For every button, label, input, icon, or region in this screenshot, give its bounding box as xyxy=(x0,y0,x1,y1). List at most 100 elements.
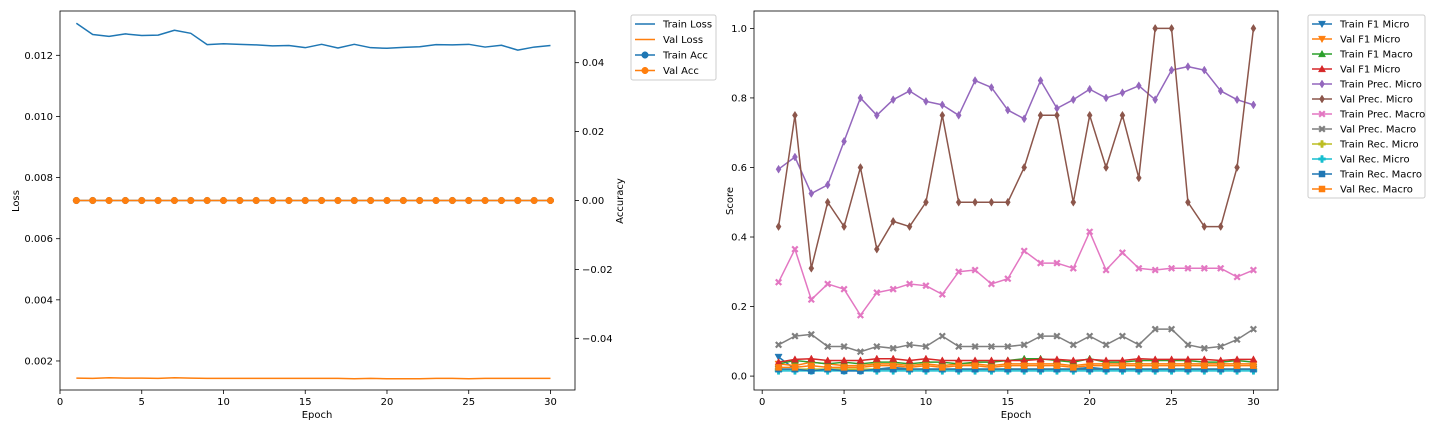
train-prec-macro-point xyxy=(1135,264,1143,272)
loss-accuracy-x-ticks: 0 5 10 15 20 25 30 xyxy=(57,390,557,408)
train-prec-macro-point xyxy=(856,311,865,319)
loss-accuracy-y-tick-label: 0.006 xyxy=(24,234,53,245)
train-prec-micro-point xyxy=(923,96,929,106)
train-prec-micro-point xyxy=(857,93,864,103)
legend-val-f1-micro-label: Val F1 Micro xyxy=(1340,35,1400,46)
legend-val-prec-macro-label: Val Prec. Macro xyxy=(1340,125,1416,136)
legend-val-prec-micro-label: Val Prec. Micro xyxy=(1340,95,1413,106)
legend-val-f1-micro-marker xyxy=(1317,35,1327,44)
val-prec-macro-point xyxy=(1053,332,1061,340)
score-y-tick-label: 0.6 xyxy=(731,163,747,174)
score-plot-frame xyxy=(753,10,1279,391)
train-prec-macro-point xyxy=(1249,266,1258,274)
train-prec-micro-point xyxy=(1168,65,1175,75)
val-prec-micro-point xyxy=(1119,110,1126,120)
val-f1-micro-point xyxy=(1069,356,1078,364)
score-x-ticks: 0 5 10 15 20 25 30 xyxy=(759,390,1260,408)
val-rec-macro-point xyxy=(955,362,962,369)
val-rec-macro-point xyxy=(1250,362,1257,369)
train-prec-macro-point xyxy=(1233,273,1241,281)
val-prec-macro-point xyxy=(873,342,881,351)
train-prec-macro-point xyxy=(905,280,914,288)
val-prec-macro-point xyxy=(1151,325,1159,333)
loss-accuracy-y2-tick-label: −0.04 xyxy=(582,334,613,345)
train-prec-micro-point xyxy=(1217,86,1224,96)
score-x-tick-label: 10 xyxy=(920,397,933,408)
val-rec-macro-point xyxy=(1086,362,1093,369)
val-acc-point xyxy=(138,196,146,205)
loss-accuracy-y2-tick-label: 0.02 xyxy=(582,127,604,138)
val-f1-micro-point xyxy=(840,356,849,364)
val-prec-micro-point xyxy=(1135,173,1142,183)
val-rec-macro-point xyxy=(988,364,995,371)
train-prec-macro-point xyxy=(1036,259,1045,267)
loss-accuracy-y-tick-label: 0.010 xyxy=(24,112,53,123)
val-prec-micro-point xyxy=(1021,163,1028,172)
legend-val-rec-macro-label: Val Rec. Macro xyxy=(1340,185,1413,196)
val-rec-macro-point xyxy=(1070,364,1077,371)
loss-accuracy-x-tick-label: 0 xyxy=(57,397,63,408)
val-rec-macro-point xyxy=(1151,362,1159,369)
train-prec-macro-point xyxy=(1184,264,1192,272)
val-rec-macro-point xyxy=(939,364,946,371)
val-prec-macro-point xyxy=(1069,341,1077,349)
loss-accuracy-y2-tick-label: −0.02 xyxy=(582,265,613,276)
val-f1-micro-point xyxy=(1167,355,1176,363)
train-prec-micro-point xyxy=(906,86,913,96)
val-loss-line xyxy=(76,377,551,380)
legend-val-f1-micro-label: Val F1 Micro xyxy=(1340,65,1400,76)
train-prec-micro-point xyxy=(1086,84,1093,94)
val-prec-micro-point xyxy=(906,222,913,232)
val-prec-micro-point xyxy=(1185,197,1191,207)
val-prec-macro-point xyxy=(856,348,865,356)
val-acc-point xyxy=(383,196,391,205)
loss-accuracy-series xyxy=(72,22,555,380)
train-prec-micro-point xyxy=(841,136,847,146)
legend-train-acc-label: Train Acc xyxy=(662,51,708,62)
legend-train-prec-macro-marker xyxy=(1318,110,1326,118)
loss-accuracy-x-tick-label: 25 xyxy=(462,397,475,408)
legend-val-rec-micro-marker xyxy=(1318,155,1326,163)
train-prec-micro-point xyxy=(1135,81,1142,91)
score-chart: 0 5 10 15 20 25 30 0.0 0.2 0.4 0.6 0.8 1.0 Epoch Sc… xyxy=(725,10,1426,421)
legend-train-rec-macro-label: Train Rec. Macro xyxy=(1339,170,1422,181)
val-rec-macro-point xyxy=(824,364,831,371)
loss-y-axis-label: Loss xyxy=(11,190,22,212)
val-acc-point xyxy=(334,196,342,205)
val-rec-macro-point xyxy=(1217,362,1224,369)
score-x-tick-label: 25 xyxy=(1165,397,1178,408)
val-acc-point xyxy=(465,196,473,205)
train-prec-micro-point xyxy=(1234,95,1240,105)
train-prec-micro-point xyxy=(955,110,962,120)
val-acc-point xyxy=(219,196,228,205)
val-acc-point xyxy=(121,196,129,205)
val-f1-micro-point xyxy=(938,356,947,364)
val-rec-macro-point xyxy=(889,362,897,369)
legend-train-f1-macro-label: Train F1 Macro xyxy=(1339,50,1413,61)
val-rec-macro-point xyxy=(1119,362,1126,369)
legend-val-prec-macro-marker xyxy=(1318,125,1326,133)
score-y-tick-label: 0.8 xyxy=(731,93,747,104)
val-f1-micro-point xyxy=(1052,355,1061,363)
val-prec-micro-point xyxy=(972,197,978,207)
loss-accuracy-y-tick-label: 0.004 xyxy=(24,295,53,306)
val-prec-micro-point xyxy=(808,263,815,273)
train-prec-micro-point xyxy=(1037,76,1044,85)
val-rec-macro-point xyxy=(857,364,864,371)
train-prec-micro-point xyxy=(1250,100,1257,110)
val-acc-point xyxy=(432,196,440,205)
train-prec-macro-point xyxy=(1118,249,1127,257)
val-acc-point xyxy=(154,196,162,205)
train-prec-macro-point xyxy=(955,268,963,276)
val-f1-micro-point xyxy=(1183,355,1192,363)
val-prec-macro-point xyxy=(791,332,799,340)
val-f1-micro-point xyxy=(987,356,996,364)
val-acc-point xyxy=(301,196,309,205)
legend-val-rec-macro-marker xyxy=(1318,185,1326,193)
val-prec-macro-point xyxy=(922,342,930,351)
train-prec-macro-point xyxy=(1200,264,1208,272)
val-rec-macro-point xyxy=(906,364,913,371)
val-prec-micro-point xyxy=(1234,163,1240,172)
val-rec-macro-point xyxy=(922,362,930,369)
val-prec-micro-point xyxy=(1037,110,1044,120)
